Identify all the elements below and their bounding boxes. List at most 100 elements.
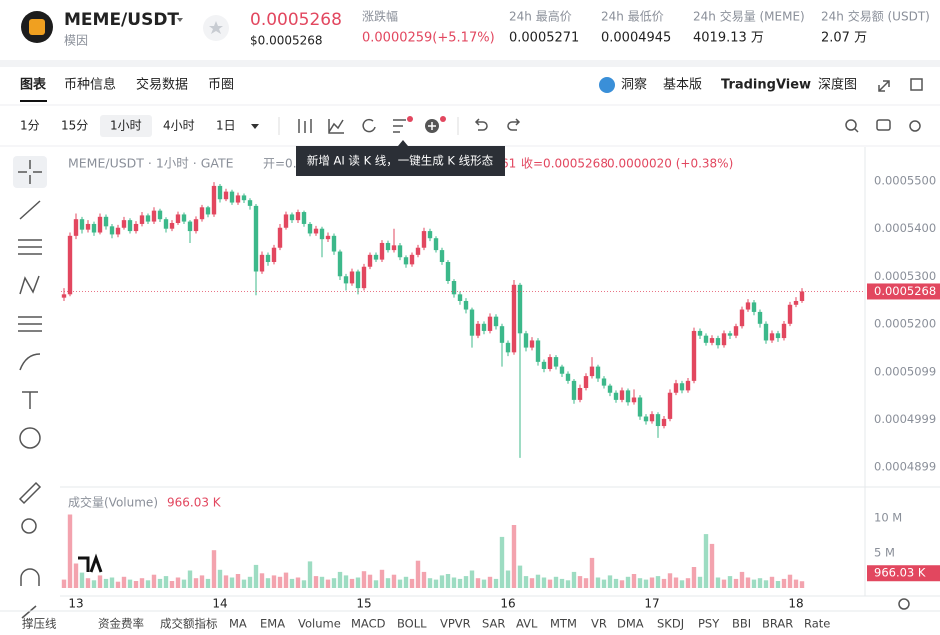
candle-body (253, 205, 259, 272)
interval[interactable]: 4小时 (163, 119, 195, 133)
candle-body (367, 254, 373, 267)
candle-icon[interactable] (298, 119, 312, 133)
last-price: 0.0005268 (250, 10, 342, 30)
candle-body (691, 330, 697, 381)
candle-body (733, 326, 739, 336)
tab[interactable]: 洞察 (621, 78, 647, 93)
volume-bar (613, 578, 619, 588)
candle-body (373, 254, 379, 260)
interval[interactable]: 1分 (20, 119, 40, 133)
symbol-dropdown[interactable] (177, 18, 183, 22)
candle-body (481, 323, 487, 331)
volume-bar (529, 578, 535, 588)
tab[interactable]: 图表 (20, 77, 47, 93)
volume-bar (697, 576, 703, 588)
tab[interactable]: 交易数据 (136, 77, 188, 93)
star-icon (209, 21, 223, 34)
text-tool[interactable] (22, 391, 38, 409)
candle-body (565, 373, 571, 381)
indicator-tab[interactable]: MTM (550, 617, 577, 631)
tab[interactable]: 币种信息 (64, 77, 116, 93)
indicator-tab[interactable]: 撑压线 (22, 617, 57, 631)
indicator-tab[interactable]: VPVR (440, 617, 471, 631)
interval[interactable]: 1日 (216, 119, 236, 133)
chart-title: MEME/USDT · 1小时 · GATE (68, 156, 234, 171)
candle-body (769, 333, 775, 341)
list-icon[interactable] (393, 119, 406, 133)
candle-body (265, 254, 271, 262)
lock-tool[interactable] (21, 605, 37, 619)
indicator-tab[interactable]: 资金费率 (98, 617, 144, 631)
indicator-tab[interactable]: PSY (698, 617, 720, 631)
volume-bar (229, 577, 235, 588)
tab[interactable]: 深度图 (818, 77, 857, 93)
indicator-tab[interactable]: MA (229, 617, 247, 631)
volume-bar (577, 576, 583, 588)
tab[interactable]: 币圈 (208, 78, 234, 93)
volume-bar (139, 578, 145, 588)
pattern-tool[interactable] (19, 275, 40, 295)
stat-value: 4019.13 万 (693, 31, 764, 46)
volume-bar (295, 577, 301, 588)
indicator-tab[interactable]: BOLL (397, 617, 427, 631)
candle-body (757, 311, 763, 324)
camera-icon[interactable] (876, 119, 891, 131)
volume-bar (355, 577, 361, 588)
search-icon[interactable] (845, 119, 857, 131)
plot: 0.0005500 0.0005400 0.0005300 0.0005200 0.00… (61, 174, 940, 611)
expand-icon[interactable] (878, 80, 890, 92)
fib-tool[interactable] (18, 316, 42, 332)
volume-bar (313, 576, 319, 588)
candle-body (667, 392, 673, 419)
indicator-tab[interactable]: DMA (617, 617, 644, 631)
window-icon[interactable] (910, 78, 923, 91)
settings-icon[interactable] (909, 120, 921, 132)
interval-dropdown[interactable] (251, 124, 259, 129)
brush-tool[interactable] (19, 353, 41, 371)
add-icon-plus (428, 122, 436, 130)
indicator-tab[interactable]: VR (591, 617, 607, 631)
volume-bar (211, 550, 217, 588)
candle-body (637, 397, 643, 417)
interval[interactable]: 15分 (61, 119, 88, 133)
candle-body (307, 223, 313, 234)
undo-icon[interactable] (474, 118, 488, 131)
candle-body (661, 418, 667, 427)
volume-bar (799, 581, 805, 588)
tab[interactable]: 基本版 (663, 78, 702, 93)
interval[interactable]: 1小时 (110, 119, 142, 133)
tab[interactable]: TradingView (721, 78, 811, 93)
axis-settings-icon[interactable] (898, 598, 910, 610)
hline-tool[interactable] (18, 239, 42, 255)
candle-body (589, 366, 595, 377)
zoom-tool[interactable] (21, 518, 37, 534)
indicator-tab[interactable]: SKDJ (657, 617, 684, 631)
emoji-tool[interactable] (19, 427, 41, 449)
indicator-tab[interactable]: EMA (260, 617, 285, 631)
indicator-icon[interactable] (328, 119, 344, 134)
indicator-tab[interactable]: BRAR (762, 617, 793, 631)
candle-body (109, 226, 115, 235)
indicator-tab[interactable]: Volume (298, 617, 341, 631)
tooltip-text: 新增 AI 读 K 线，一键生成 K 线形态 (307, 154, 494, 168)
candle-body (295, 212, 301, 221)
ruler-tool[interactable] (18, 481, 42, 505)
candle-body (337, 251, 343, 277)
symbol[interactable]: MEME/USDT (64, 10, 179, 30)
crosshair-tool[interactable] (18, 160, 42, 184)
indicator-tab[interactable]: Rate (804, 617, 830, 631)
indicator-tab[interactable]: 成交额指标 (160, 617, 218, 631)
stat-label: 24h 交易量 (MEME) (693, 9, 805, 24)
indicator-tab[interactable]: AVL (516, 617, 538, 631)
indicator-tab[interactable]: MACD (351, 617, 386, 631)
line-tool[interactable] (19, 200, 41, 220)
indicator-tab[interactable]: SAR (482, 617, 505, 631)
search-icon-handle (854, 128, 859, 133)
indicator-tab[interactable]: BBI (732, 617, 751, 631)
magnet-tool[interactable] (20, 568, 40, 586)
x-tick-label: 14 (212, 597, 227, 611)
candle-body (349, 271, 355, 284)
redo-icon[interactable] (507, 118, 521, 131)
candle-body (67, 235, 73, 295)
replay-icon[interactable] (362, 118, 376, 133)
